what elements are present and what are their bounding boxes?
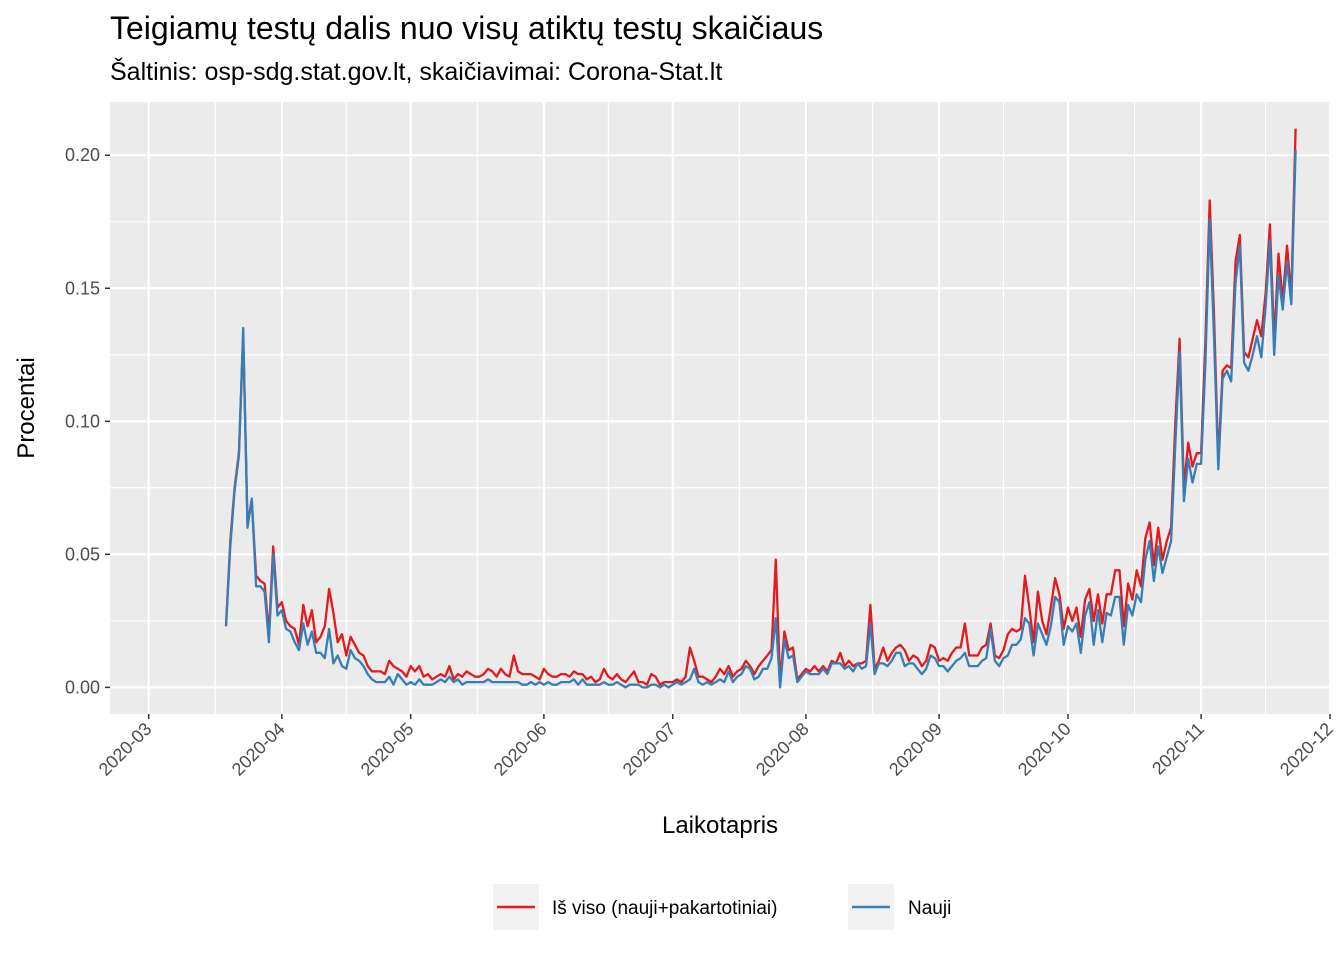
x-tick-label: 2020-10 [1014,719,1075,780]
series-line-new [224,149,1297,689]
chart-subtitle: Šaltinis: osp-sdg.stat.gov.lt, skaičiavi… [110,58,723,86]
x-tick-label: 2020-09 [885,719,946,780]
y-axis: 0.00 0.05 0.10 0.15 0.20 [65,145,110,697]
grid-major [110,102,1332,714]
chart-title: Teigiamų testų dalis nuo visų atiktų tes… [110,10,824,46]
grid-minor [110,102,1330,714]
x-tick-label: 2020-04 [228,719,289,780]
x-tick-label: 2020-07 [619,719,680,780]
y-tick-label: 0.15 [65,278,100,298]
x-tick-label: 2020-11 [1148,719,1208,779]
y-tick-label: 0.00 [65,677,100,697]
series-line-total [224,128,1297,686]
x-axis: 2020-03 2020-04 2020-05 2020-06 2020-07 2020-… [95,714,1337,780]
x-tick-label: 2020-06 [490,719,551,780]
legend-label-total: Iš viso (nauji+pakartotiniai) [552,898,777,919]
x-tick-label: 2020-08 [752,719,813,780]
legend-label-new: Nauji [908,898,951,919]
y-tick-label: 0.05 [65,544,100,564]
plot-panel [110,102,1330,714]
x-axis-title: Laikotapris [662,812,778,839]
x-tick-label: 2020-12 [1276,719,1337,780]
series-layer [224,128,1297,689]
legend: Iš viso (nauji+pakartotiniai) Nauji [493,884,951,930]
y-tick-label: 0.10 [65,411,100,431]
x-tick-label: 2020-03 [95,719,156,780]
y-axis-title: Procentai [13,357,40,458]
x-tick-label: 2020-05 [357,719,418,780]
y-tick-label: 0.20 [65,145,100,165]
